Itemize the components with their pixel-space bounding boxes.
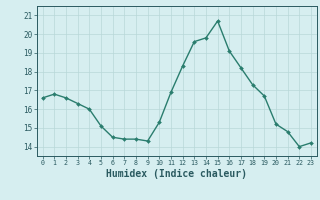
X-axis label: Humidex (Indice chaleur): Humidex (Indice chaleur) bbox=[106, 169, 247, 179]
